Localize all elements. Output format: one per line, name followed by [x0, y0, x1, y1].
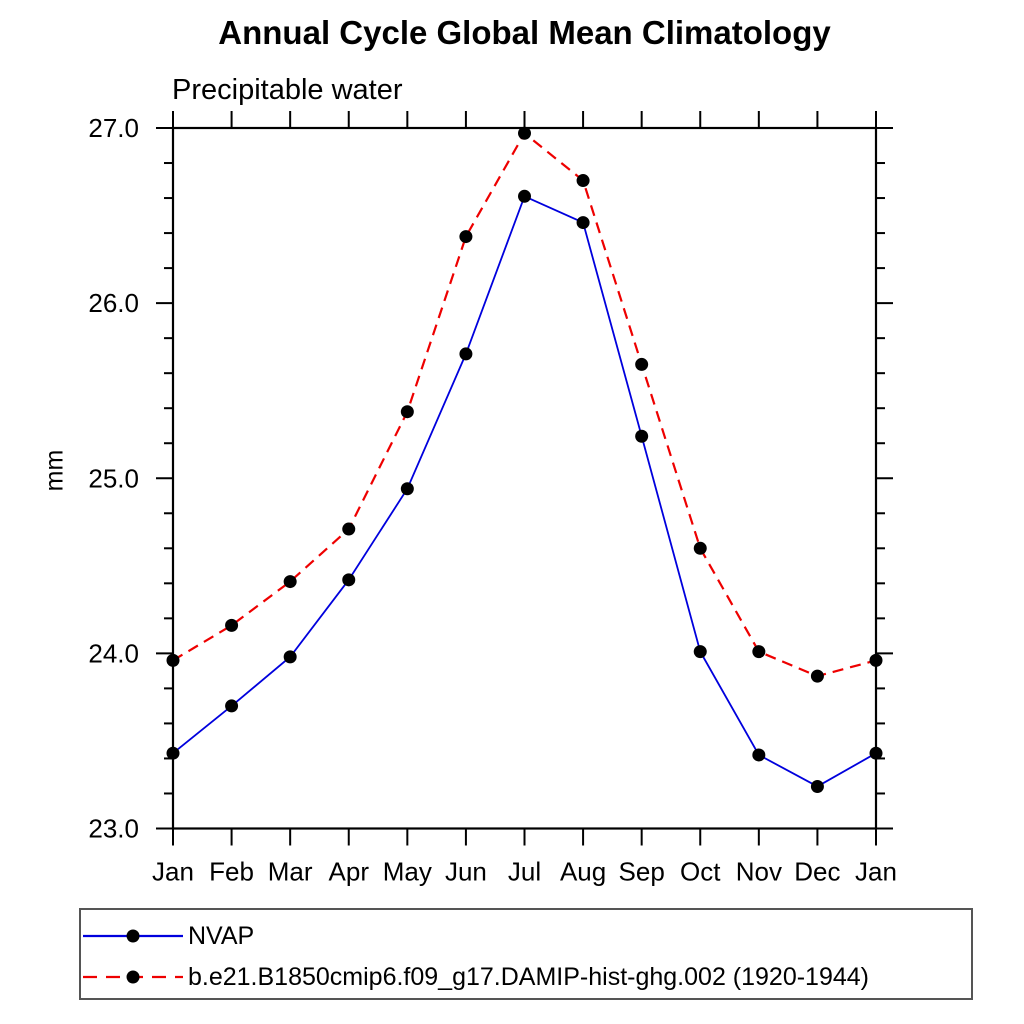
- y-tick-label: 25.0: [88, 463, 139, 493]
- x-tick-label: Oct: [680, 857, 721, 887]
- legend-samples: [83, 929, 183, 984]
- marker-series-0: [869, 746, 883, 760]
- legend: NVAP b.e21.B1850cmip6.f09_g17.DAMIP-hist…: [79, 908, 973, 1000]
- series-line-0: [172, 195, 877, 788]
- marker-series-1: [810, 669, 824, 683]
- marker-series-0: [693, 645, 707, 659]
- x-tick-label: Jun: [445, 857, 487, 887]
- chart-subtitle: Precipitable water: [172, 74, 403, 106]
- plot-frame: [171, 126, 878, 830]
- marker-series-0: [166, 746, 180, 760]
- x-tick-label: Sep: [619, 857, 665, 887]
- marker-series-1: [693, 541, 707, 555]
- y-tick-label: 27.0: [88, 113, 139, 143]
- marker-series-0: [400, 482, 414, 496]
- marker-series-1: [342, 522, 356, 536]
- chart-title: Annual Cycle Global Mean Climatology: [218, 14, 831, 51]
- marker-series-1: [518, 126, 531, 140]
- marker-series-0: [283, 650, 297, 664]
- marker-series-0: [752, 748, 766, 762]
- y-tick-label: 26.0: [88, 288, 139, 318]
- series-line-1: [172, 131, 877, 678]
- marker-series-0: [518, 189, 531, 203]
- marker-series-1: [576, 174, 590, 188]
- marker-series-1: [459, 230, 473, 244]
- marker-series-1: [635, 357, 649, 371]
- marker-series-0: [810, 779, 824, 793]
- marker-series-1: [869, 653, 883, 667]
- marker-series-1: [225, 618, 239, 632]
- legend-label-nvap: NVAP: [188, 922, 255, 950]
- x-tick-label: Dec: [794, 857, 840, 887]
- marker-series-1: [166, 653, 180, 667]
- marker-series-1: [752, 645, 766, 659]
- x-tick-label: Aug: [560, 857, 606, 887]
- legend-sample-marker-0: [126, 929, 140, 943]
- marker-series-0: [459, 347, 473, 361]
- marker-series-0: [576, 216, 590, 230]
- x-tick-label: Jan: [855, 857, 897, 887]
- x-tick-label: Jan: [152, 857, 194, 887]
- x-tick-label: Apr: [329, 857, 370, 887]
- legend-label-model: b.e21.B1850cmip6.f09_g17.DAMIP-hist-ghg.…: [188, 963, 869, 991]
- x-tick-label: Mar: [268, 857, 313, 887]
- marker-series-1: [283, 575, 297, 589]
- y-tick-label: 23.0: [88, 814, 139, 844]
- y-tick-label: 24.0: [88, 638, 139, 668]
- legend-sample-marker-1: [126, 970, 140, 984]
- x-tick-label: Nov: [736, 857, 782, 887]
- x-tick-label: Feb: [209, 857, 254, 887]
- marker-series-0: [225, 699, 239, 713]
- marker-series-1: [400, 405, 414, 419]
- x-tick-label: Jul: [508, 857, 541, 887]
- marker-series-0: [635, 429, 649, 443]
- x-tick-label: May: [383, 857, 432, 887]
- marker-series-0: [342, 573, 356, 587]
